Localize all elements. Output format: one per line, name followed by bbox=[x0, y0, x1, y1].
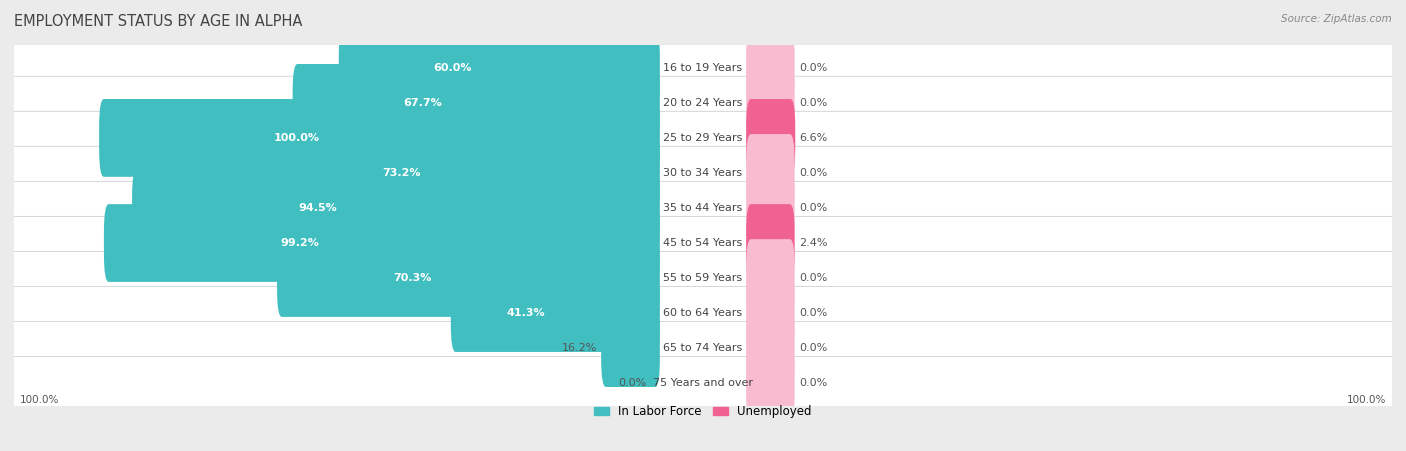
Text: 16 to 19 Years: 16 to 19 Years bbox=[664, 63, 742, 73]
Text: EMPLOYMENT STATUS BY AGE IN ALPHA: EMPLOYMENT STATUS BY AGE IN ALPHA bbox=[14, 14, 302, 28]
Text: 94.5%: 94.5% bbox=[299, 203, 337, 213]
FancyBboxPatch shape bbox=[339, 29, 659, 107]
Text: 35 to 44 Years: 35 to 44 Years bbox=[664, 203, 742, 213]
FancyBboxPatch shape bbox=[13, 181, 1393, 235]
Text: 100.0%: 100.0% bbox=[1347, 395, 1386, 405]
Text: 0.0%: 0.0% bbox=[799, 203, 827, 213]
FancyBboxPatch shape bbox=[747, 169, 794, 247]
FancyBboxPatch shape bbox=[13, 111, 1393, 165]
FancyBboxPatch shape bbox=[747, 344, 794, 422]
Text: 73.2%: 73.2% bbox=[382, 168, 420, 178]
FancyBboxPatch shape bbox=[747, 239, 794, 317]
FancyBboxPatch shape bbox=[13, 146, 1393, 200]
Text: 65 to 74 Years: 65 to 74 Years bbox=[664, 343, 742, 353]
Legend: In Labor Force, Unemployed: In Labor Force, Unemployed bbox=[595, 405, 811, 418]
Text: 45 to 54 Years: 45 to 54 Years bbox=[664, 238, 742, 248]
FancyBboxPatch shape bbox=[747, 99, 796, 177]
FancyBboxPatch shape bbox=[747, 309, 794, 387]
Text: 0.0%: 0.0% bbox=[799, 168, 827, 178]
Text: 6.6%: 6.6% bbox=[800, 133, 828, 143]
FancyBboxPatch shape bbox=[132, 169, 659, 247]
Text: 41.3%: 41.3% bbox=[506, 308, 544, 318]
FancyBboxPatch shape bbox=[260, 134, 659, 212]
FancyBboxPatch shape bbox=[602, 309, 659, 387]
Text: 100.0%: 100.0% bbox=[274, 133, 319, 143]
Text: 60.0%: 60.0% bbox=[433, 63, 472, 73]
Text: 2.4%: 2.4% bbox=[799, 238, 827, 248]
Text: 55 to 59 Years: 55 to 59 Years bbox=[664, 273, 742, 283]
Text: 0.0%: 0.0% bbox=[799, 98, 827, 108]
FancyBboxPatch shape bbox=[13, 356, 1393, 410]
FancyBboxPatch shape bbox=[747, 29, 794, 107]
Text: 75 Years and over: 75 Years and over bbox=[652, 378, 754, 388]
Text: 70.3%: 70.3% bbox=[394, 273, 432, 283]
FancyBboxPatch shape bbox=[13, 286, 1393, 340]
FancyBboxPatch shape bbox=[100, 99, 659, 177]
Text: 0.0%: 0.0% bbox=[799, 343, 827, 353]
FancyBboxPatch shape bbox=[747, 274, 794, 352]
FancyBboxPatch shape bbox=[13, 322, 1393, 375]
FancyBboxPatch shape bbox=[747, 134, 794, 212]
FancyBboxPatch shape bbox=[277, 239, 659, 317]
FancyBboxPatch shape bbox=[747, 64, 794, 142]
FancyBboxPatch shape bbox=[292, 64, 659, 142]
Text: 30 to 34 Years: 30 to 34 Years bbox=[664, 168, 742, 178]
FancyBboxPatch shape bbox=[13, 216, 1393, 270]
FancyBboxPatch shape bbox=[451, 274, 659, 352]
Text: 16.2%: 16.2% bbox=[561, 343, 598, 353]
Text: 99.2%: 99.2% bbox=[281, 238, 319, 248]
Text: Source: ZipAtlas.com: Source: ZipAtlas.com bbox=[1281, 14, 1392, 23]
Text: 20 to 24 Years: 20 to 24 Years bbox=[664, 98, 742, 108]
Text: 0.0%: 0.0% bbox=[799, 63, 827, 73]
Text: 60 to 64 Years: 60 to 64 Years bbox=[664, 308, 742, 318]
Text: 25 to 29 Years: 25 to 29 Years bbox=[664, 133, 742, 143]
Text: 0.0%: 0.0% bbox=[799, 378, 827, 388]
Text: 100.0%: 100.0% bbox=[20, 395, 59, 405]
Text: 0.0%: 0.0% bbox=[799, 273, 827, 283]
Text: 0.0%: 0.0% bbox=[617, 378, 647, 388]
FancyBboxPatch shape bbox=[104, 204, 659, 282]
FancyBboxPatch shape bbox=[747, 204, 794, 282]
FancyBboxPatch shape bbox=[13, 41, 1393, 95]
Text: 67.7%: 67.7% bbox=[404, 98, 441, 108]
FancyBboxPatch shape bbox=[13, 251, 1393, 305]
Text: 0.0%: 0.0% bbox=[799, 308, 827, 318]
FancyBboxPatch shape bbox=[13, 76, 1393, 129]
